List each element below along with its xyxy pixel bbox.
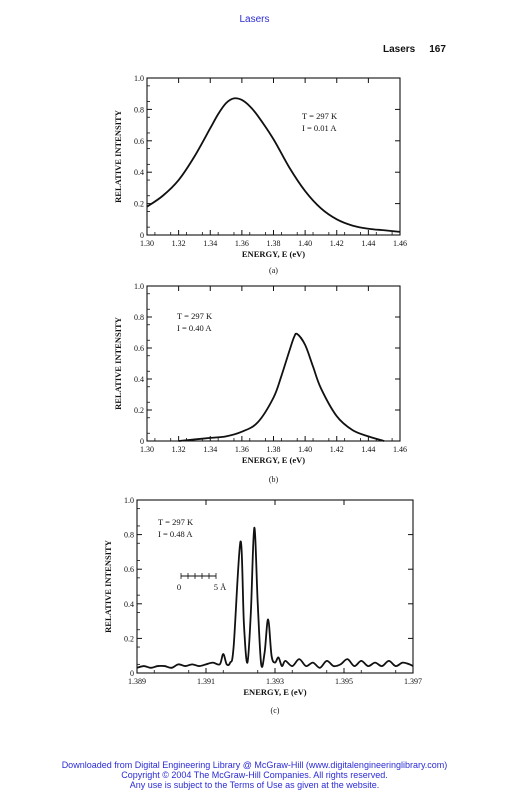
- top-source-link[interactable]: Lasers: [239, 14, 270, 25]
- y-tick-label: 0.4: [134, 168, 144, 177]
- x-tick-label: 1.42: [330, 445, 344, 454]
- y-axis-title: RELATIVE INTENSITY: [103, 540, 113, 633]
- figure-c: 0 0.2 0.4 0.6 0.8 1.0 1.389 1.391 1.393 1.395 1.39…: [103, 496, 422, 715]
- y-tick-label: 0.8: [124, 531, 134, 540]
- y-tick-label: 0.2: [134, 406, 144, 415]
- x-tick-label: 1.42: [330, 239, 344, 248]
- condition-annotation: I = 0.01 A: [302, 123, 337, 133]
- y-tick-label: 1.0: [134, 74, 144, 83]
- footer-terms-line: Any use is subject to the Terms of Use a…: [129, 780, 380, 790]
- y-tick-label: 0: [130, 669, 134, 678]
- y-tick-label: 0.4: [134, 375, 144, 384]
- plot-frame: [146, 285, 401, 442]
- y-tick-label: 0.6: [134, 137, 144, 146]
- page-footer: Downloaded from Digital Engineering Libr…: [0, 760, 509, 790]
- x-tick-label: 1.40: [298, 445, 312, 454]
- x-tick-label: 1.397: [404, 677, 422, 686]
- y-axis-title: RELATIVE INTENSITY: [113, 317, 123, 410]
- x-tick-label: 1.38: [267, 445, 281, 454]
- x-tick-label: 1.32: [172, 445, 186, 454]
- x-tick-label: 1.40: [298, 239, 312, 248]
- spectrum-curve: [178, 332, 385, 442]
- figure-b: 0 0.2 0.4 0.6 0.8 1.0 1.30 1.32 1.34 1.36 1.38 1.40…: [113, 282, 407, 484]
- panel-label: (c): [271, 706, 280, 715]
- x-axis-title: ENERGY, E (eV): [242, 455, 305, 465]
- scale-bar-right-label: 5 Å: [214, 582, 227, 592]
- condition-annotation: T = 297 K: [177, 311, 213, 321]
- panel-label: (b): [269, 475, 279, 484]
- x-tick-label: 1.36: [235, 445, 249, 454]
- x-tick-label: 1.38: [267, 239, 281, 248]
- figure-a: 0 0.2 0.4 0.6 0.8 1.0 1.30 1.32 1.34 1.36 1.38 1.40…: [113, 74, 407, 275]
- x-tick-label: 1.46: [393, 445, 407, 454]
- y-tick-label: 0.6: [134, 344, 144, 353]
- x-axis-title: ENERGY, E (eV): [243, 687, 306, 697]
- spectrum-curve: [146, 97, 401, 233]
- plot-frame: [146, 77, 401, 236]
- y-tick-label: 0.2: [134, 200, 144, 209]
- y-tick-label: 0: [140, 231, 144, 240]
- y-tick-label: 0.8: [134, 313, 144, 322]
- y-tick-label: 1.0: [134, 282, 144, 291]
- x-tick-label: 1.34: [203, 445, 217, 454]
- running-title: Lasers: [383, 44, 416, 55]
- x-tick-label: 1.395: [335, 677, 353, 686]
- x-tick-label: 1.30: [140, 239, 154, 248]
- footer-copyright-line: Copyright © 2004 The McGraw-Hill Compani…: [121, 770, 388, 780]
- y-tick-label: 0: [140, 437, 144, 446]
- x-tick-label: 1.46: [393, 239, 407, 248]
- condition-annotation: I = 0.48 A: [158, 529, 193, 539]
- condition-annotation: T = 297 K: [158, 517, 194, 527]
- y-axis-title: RELATIVE INTENSITY: [113, 110, 123, 203]
- spectrum-curve: [136, 526, 414, 669]
- condition-annotation: T = 297 K: [302, 111, 338, 121]
- panel-label: (a): [269, 266, 278, 275]
- x-tick-label: 1.34: [203, 239, 217, 248]
- footer-download-line[interactable]: Downloaded from Digital Engineering Libr…: [61, 760, 448, 770]
- x-tick-label: 1.393: [266, 677, 284, 686]
- x-tick-label: 1.44: [361, 445, 375, 454]
- x-tick-label: 1.391: [197, 677, 215, 686]
- running-header: Lasers 167: [383, 44, 446, 55]
- y-tick-label: 1.0: [124, 496, 134, 505]
- x-tick-label: 1.30: [140, 445, 154, 454]
- y-tick-label: 0.8: [134, 105, 144, 114]
- y-tick-label: 0.2: [124, 634, 134, 643]
- condition-annotation: I = 0.40 A: [177, 323, 212, 333]
- x-tick-label: 1.36: [235, 239, 249, 248]
- x-tick-label: 1.389: [128, 677, 146, 686]
- x-tick-label: 1.44: [361, 239, 375, 248]
- scale-bar-left-label: 0: [177, 582, 181, 592]
- x-tick-label: 1.32: [172, 239, 186, 248]
- y-tick-label: 0.4: [124, 600, 134, 609]
- x-axis-title: ENERGY, E (eV): [242, 249, 305, 259]
- y-tick-label: 0.6: [124, 565, 134, 574]
- page-number: 167: [429, 44, 446, 55]
